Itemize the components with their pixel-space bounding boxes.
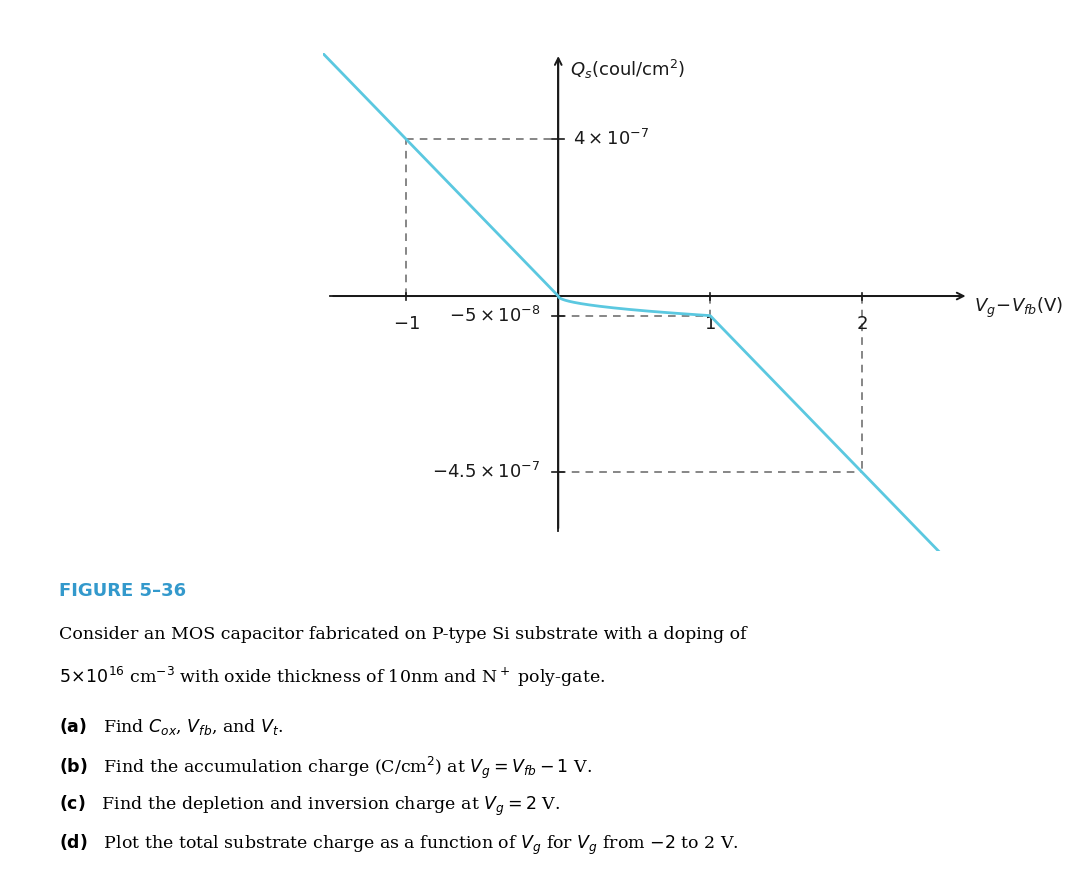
Text: $\bf{(b)}$   Find the accumulation charge (C/cm$^2$) at $V_g = V_{fb}-1$ V.: $\bf{(b)}$ Find the accumulation charge …: [59, 755, 592, 781]
Text: $-5 \times 10^{-8}$: $-5 \times 10^{-8}$: [449, 305, 540, 326]
Text: $V_g\!-\!V_{fb}$(V): $V_g\!-\!V_{fb}$(V): [975, 296, 1063, 320]
Text: $1$: $1$: [705, 315, 716, 333]
Text: $-4.5 \times 10^{-7}$: $-4.5 \times 10^{-7}$: [431, 462, 540, 482]
Text: FIGURE 5–36: FIGURE 5–36: [59, 582, 186, 599]
Text: $\bf{(d)}$   Plot the total substrate charge as a function of $V_g$ for $V_g$ fr: $\bf{(d)}$ Plot the total substrate char…: [59, 833, 739, 857]
Text: $Q_s$(coul/cm$^2$): $Q_s$(coul/cm$^2$): [570, 58, 685, 81]
Text: $\bf{(c)}$   Find the depletion and inversion charge at $V_g = 2$ V.: $\bf{(c)}$ Find the depletion and invers…: [59, 794, 561, 818]
Text: $5\!\times\!10^{16}$ cm$^{-3}$ with oxide thickness of 10nm and N$^+$ poly-gate.: $5\!\times\!10^{16}$ cm$^{-3}$ with oxid…: [59, 665, 606, 689]
Text: $2$: $2$: [856, 315, 868, 333]
Text: Consider an MOS capacitor fabricated on P-type Si substrate with a doping of: Consider an MOS capacitor fabricated on …: [59, 626, 747, 643]
Text: $4 \times 10^{-7}$: $4 \times 10^{-7}$: [574, 130, 650, 149]
Text: $\bf{(a)}$   Find $C_{ox}$, $V_{fb}$, and $V_t$.: $\bf{(a)}$ Find $C_{ox}$, $V_{fb}$, and …: [59, 716, 284, 737]
Text: $-1$: $-1$: [393, 315, 420, 333]
